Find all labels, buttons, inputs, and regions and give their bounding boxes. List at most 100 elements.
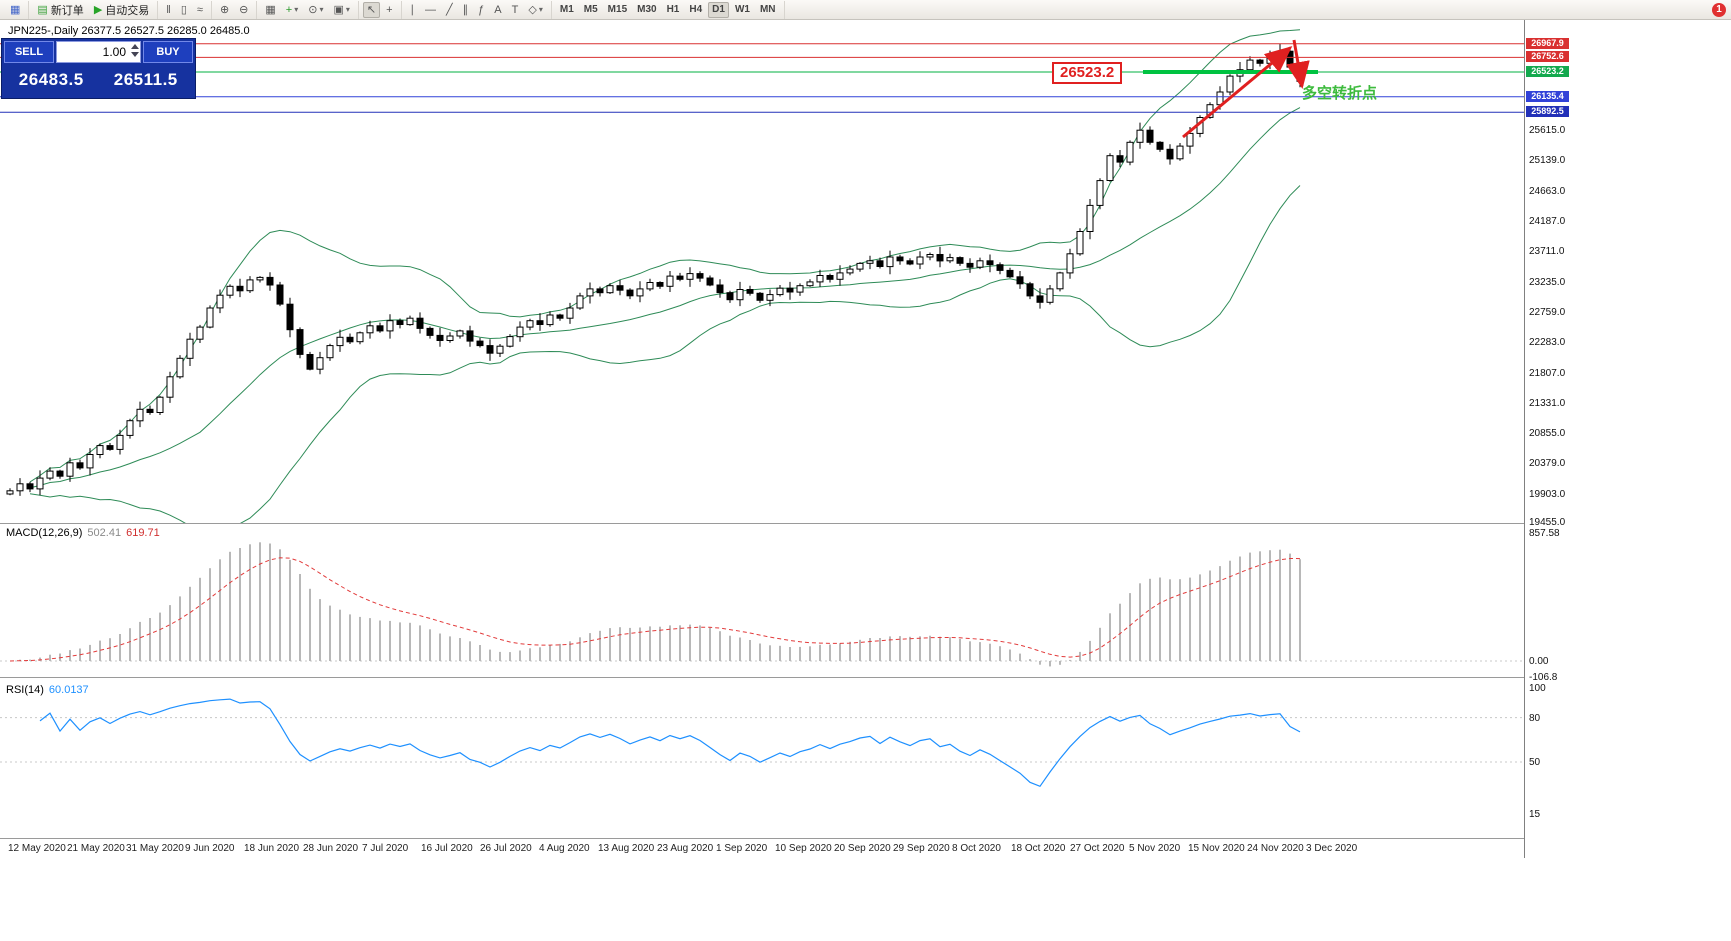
tf-m15-button-label: M15	[607, 4, 628, 15]
trendline-button[interactable]: ╱	[442, 2, 457, 18]
shapes-icon: ◇	[528, 3, 537, 16]
time-axis-label: 15 Nov 2020	[1188, 843, 1245, 854]
periods-button[interactable]: ⊙ ▾	[304, 2, 327, 18]
zoom-out-button[interactable]: ⊖	[235, 2, 252, 18]
level-lines	[0, 39, 1524, 139]
terminal-button[interactable]: ▦	[6, 2, 24, 18]
price-axis-label: 25615.0	[1529, 124, 1566, 136]
tf-m15-button[interactable]: M15	[604, 2, 631, 18]
volume-input[interactable]: 1.00	[56, 41, 141, 63]
rsi-indicator-label: RSI(14) 60.0137	[6, 684, 89, 696]
macd-panel[interactable]	[0, 524, 1524, 677]
line-chart-button[interactable]: ≈	[193, 2, 207, 18]
price-chart[interactable]	[0, 20, 1524, 523]
line-chart-icon: ≈	[196, 3, 203, 16]
tf-h4-button-label: H4	[689, 4, 703, 15]
time-axis-label: 18 Jun 2020	[244, 843, 300, 854]
zoom-in-icon: ⊕	[219, 3, 230, 16]
price-tag: 26135.4	[1526, 90, 1569, 102]
tile-windows-icon: ▦	[265, 3, 276, 16]
time-axis-label: 29 Sep 2020	[893, 843, 950, 854]
cursor-button[interactable]: ↖	[362, 1, 381, 18]
tf-w1-button[interactable]: W1	[731, 2, 754, 18]
text-button[interactable]: A	[490, 2, 505, 18]
terminal-icon: ▦	[10, 3, 21, 16]
sell-price: 26483.5	[18, 69, 84, 89]
vertical-line-button[interactable]: ∣	[406, 2, 420, 18]
tile-windows-button[interactable]: ▦	[261, 2, 279, 18]
toolbar-group-windows: ▦ + ▾ ⊙ ▾ ▣ ▾	[257, 0, 359, 19]
time-axis-label: 31 May 2020	[126, 843, 184, 854]
indicators-button[interactable]: + ▾	[282, 2, 302, 18]
label-button[interactable]: T	[508, 2, 523, 18]
notification-badge[interactable]: 1	[1712, 3, 1726, 17]
spinner-down-icon[interactable]	[131, 52, 139, 57]
price-tag: 25892.5	[1526, 106, 1569, 118]
price-tag: 26752.6	[1526, 51, 1569, 63]
time-axis-label: 10 Sep 2020	[775, 843, 832, 854]
price-axis-label: 23711.0	[1529, 246, 1565, 258]
turning-point-annotation[interactable]: 多空转折点	[1302, 85, 1378, 102]
tf-m30-button[interactable]: M30	[633, 2, 660, 18]
channel-button[interactable]: ∥	[459, 2, 473, 18]
price-tag: 26967.9	[1526, 37, 1569, 49]
volume-spinner[interactable]	[131, 44, 139, 57]
crosshair-button[interactable]: +	[382, 2, 396, 18]
shapes-button[interactable]: ◇ ▾	[524, 2, 546, 18]
dropdown-arrow-icon: ▾	[538, 5, 543, 14]
tf-m1-button[interactable]: M1	[556, 2, 578, 18]
toolbar-group-pointer: ↖ +	[359, 0, 402, 19]
fibonacci-button[interactable]: ƒ	[474, 2, 488, 18]
price-axis-label: 23235.0	[1529, 276, 1566, 288]
panel-separator[interactable]	[0, 677, 1569, 678]
spinner-up-icon[interactable]	[131, 44, 139, 49]
periods-icon: ⊙	[308, 3, 318, 16]
bar-chart-button[interactable]: ‖	[162, 2, 175, 18]
toolbar-group-timeframes: M1 M5 M15 M30 H1 H4 D1 W1 MN	[552, 0, 785, 19]
tf-d1-button[interactable]: D1	[708, 1, 729, 18]
rsi-axis-label: 100	[1529, 683, 1546, 694]
tf-h1-button[interactable]: H1	[663, 2, 684, 18]
price-axis-label: 25139.0	[1529, 155, 1566, 167]
new-order-button[interactable]: ▤ 新订单	[33, 2, 87, 18]
price-axis-label: 19455.0	[1529, 517, 1566, 529]
zoom-out-icon: ⊖	[239, 3, 249, 16]
time-axis-label: 12 May 2020	[8, 843, 66, 854]
autotrading-button[interactable]: ▶ 自动交易	[90, 2, 153, 18]
volume-value: 1.00	[102, 45, 126, 59]
price-axis-label: 20855.0	[1529, 428, 1566, 440]
sell-button[interactable]: SELL	[4, 41, 54, 63]
time-axis-label: 28 Jun 2020	[303, 843, 359, 854]
toolbar-group-draw-tools: ∣ ― ╱ ∥ ƒ A T ◇ ▾	[402, 0, 552, 19]
time-axis[interactable]: 12 May 2020 21 May 2020 31 May 2020 9 Jun 2…	[0, 841, 1524, 858]
price-callout[interactable]: 26523.2	[1052, 62, 1123, 84]
tf-mn-button-label: MN	[759, 4, 776, 15]
toolbar-group-chart-modes: ‖ ▯ ≈	[158, 0, 212, 19]
dropdown-arrow-icon: ▾	[319, 5, 324, 14]
macd-signal-line	[9, 557, 1301, 662]
zoom-in-button[interactable]: ⊕	[216, 2, 233, 18]
tf-mn-button[interactable]: MN	[756, 2, 780, 18]
macd-main-value: 502.41	[87, 527, 122, 539]
macd-axis-label: 857.58	[1529, 528, 1560, 539]
candlestick-chart-button[interactable]: ▯	[177, 2, 191, 18]
trend-arrow	[1182, 46, 1293, 139]
tf-m1-button-label: M1	[559, 4, 574, 15]
panel-separator[interactable]	[0, 523, 1569, 524]
tf-m5-button[interactable]: M5	[580, 2, 602, 18]
vertical-line-icon: ∣	[409, 3, 416, 16]
tf-h1-button-label: H1	[666, 4, 680, 15]
price-axis[interactable]: 25615.0 25139.0 24663.0 24187.0 23711.0 23235…	[1524, 20, 1569, 858]
buy-button[interactable]: BUY	[143, 41, 193, 63]
horizontal-line-button[interactable]: ―	[421, 2, 440, 18]
fibonacci-icon: ƒ	[478, 3, 485, 16]
candlestick-chart-icon: ▯	[180, 3, 187, 16]
time-axis-label: 27 Oct 2020	[1070, 843, 1125, 854]
new-order-icon: ▤	[37, 3, 48, 16]
tf-h4-button[interactable]: H4	[685, 2, 706, 18]
templates-icon: ▣	[333, 3, 344, 16]
rsi-panel[interactable]	[0, 681, 1524, 838]
time-axis-label: 16 Jul 2020	[421, 843, 473, 854]
time-axis-label: 13 Aug 2020	[598, 843, 655, 854]
templates-button[interactable]: ▣ ▾	[329, 2, 353, 18]
